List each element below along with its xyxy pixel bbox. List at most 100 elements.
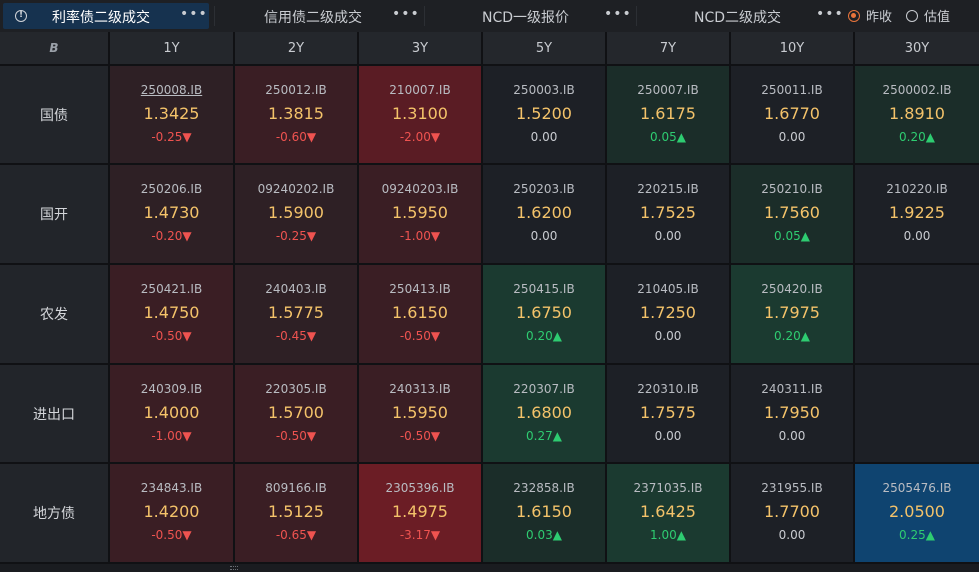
- bond-code[interactable]: 250011.IB: [761, 83, 823, 97]
- quote-cell[interactable]: 250003.IB 1.5200 0.00: [483, 66, 605, 163]
- quote-cell[interactable]: 09240202.IB 1.5900 -0.25▼: [235, 165, 357, 263]
- bond-code[interactable]: 234843.IB: [140, 481, 203, 495]
- info-icon[interactable]: !: [15, 10, 27, 22]
- tab-credit-bond-secondary[interactable]: 信用债二级成交 •••: [214, 3, 420, 29]
- resize-grip-icon[interactable]: [230, 566, 238, 570]
- quote-cell[interactable]: 250420.IB 1.7975 0.20▲: [731, 265, 853, 363]
- radio-valuation[interactable]: [906, 9, 919, 22]
- bond-code[interactable]: 210220.IB: [886, 182, 948, 196]
- bond-code[interactable]: 2500002.IB: [882, 83, 952, 97]
- more-icon[interactable]: •••: [604, 6, 632, 22]
- bond-code[interactable]: 250008.IB: [140, 83, 203, 97]
- yield-value: 1.4200: [143, 502, 200, 521]
- bond-code[interactable]: 231955.IB: [761, 481, 823, 495]
- quote-cell[interactable]: 240309.IB 1.4000 -1.00▼: [110, 365, 233, 462]
- quote-cell[interactable]: 2371035.IB 1.6425 1.00▲: [607, 464, 729, 562]
- bond-code[interactable]: 250210.IB: [761, 182, 823, 196]
- quote-cell[interactable]: 220307.IB 1.6800 0.27▲: [483, 365, 605, 462]
- change-bp: 0.20▲: [483, 329, 605, 343]
- tenor-header-2y[interactable]: 2Y: [235, 32, 357, 64]
- quote-cell[interactable]: 250012.IB 1.3815 -0.60▼: [235, 66, 357, 163]
- quote-cell[interactable]: 250413.IB 1.6150 -0.50▼: [359, 265, 481, 363]
- down-arrow-icon: ▼: [306, 528, 317, 542]
- quote-cell[interactable]: 250203.IB 1.6200 0.00: [483, 165, 605, 263]
- bond-code[interactable]: 09240202.IB: [257, 182, 335, 196]
- change-bp: -0.20▼: [110, 229, 233, 243]
- quote-cell[interactable]: 250210.IB 1.7560 0.05▲: [731, 165, 853, 263]
- quote-cell[interactable]: 250206.IB 1.4730 -0.20▼: [110, 165, 233, 263]
- more-icon[interactable]: •••: [180, 6, 208, 22]
- bond-code[interactable]: 2505476.IB: [882, 481, 952, 495]
- quote-cell[interactable]: 210007.IB 1.3100 -2.00▼: [359, 66, 481, 163]
- bond-code[interactable]: 220305.IB: [265, 382, 327, 396]
- bond-code[interactable]: 220215.IB: [637, 182, 699, 196]
- quote-cell[interactable]: 2500002.IB 1.8910 0.20▲: [855, 66, 979, 163]
- quote-cell[interactable]: 210220.IB 1.9225 0.00: [855, 165, 979, 263]
- bond-code[interactable]: 250421.IB: [140, 282, 203, 296]
- more-icon[interactable]: •••: [816, 6, 844, 22]
- bond-code[interactable]: 250003.IB: [513, 83, 575, 97]
- yield-value: 1.3100: [392, 104, 448, 123]
- quote-cell[interactable]: 809166.IB 1.5125 -0.65▼: [235, 464, 357, 562]
- quote-cell[interactable]: 231955.IB 1.7700 0.00: [731, 464, 853, 562]
- quote-cell[interactable]: 250415.IB 1.6750 0.20▲: [483, 265, 605, 363]
- yield-value: 1.7975: [764, 303, 820, 322]
- quote-cell[interactable]: 240313.IB 1.5950 -0.50▼: [359, 365, 481, 462]
- down-arrow-icon: ▼: [430, 130, 441, 144]
- bond-code[interactable]: 250012.IB: [265, 83, 327, 97]
- bond-code[interactable]: 09240203.IB: [381, 182, 459, 196]
- quote-cell[interactable]: 240311.IB 1.7950 0.00: [731, 365, 853, 462]
- quote-cell[interactable]: 210405.IB 1.7250 0.00: [607, 265, 729, 363]
- bond-code[interactable]: 210405.IB: [637, 282, 699, 296]
- tab-rate-bond-secondary[interactable]: ! 利率债二级成交 •••: [3, 3, 209, 29]
- tenor-header-3y[interactable]: 3Y: [359, 32, 481, 64]
- quote-cell[interactable]: 232858.IB 1.6150 0.03▲: [483, 464, 605, 562]
- row-label: 国开: [0, 165, 108, 263]
- tenor-header-10y[interactable]: 10Y: [731, 32, 853, 64]
- quote-cell[interactable]: 220215.IB 1.7525 0.00: [607, 165, 729, 263]
- bond-code[interactable]: 250413.IB: [389, 282, 451, 296]
- bond-code[interactable]: 250007.IB: [637, 83, 699, 97]
- quote-cell[interactable]: 250007.IB 1.6175 0.05▲: [607, 66, 729, 163]
- change-value: 0.00: [530, 130, 558, 144]
- radio-valuation-label[interactable]: 估值: [924, 10, 951, 25]
- bond-code[interactable]: 2371035.IB: [633, 481, 703, 495]
- resize-bar[interactable]: [0, 564, 979, 572]
- quote-cell[interactable]: 2305396.IB 1.4975 -3.17▼: [359, 464, 481, 562]
- radio-prev-close[interactable]: [848, 9, 860, 22]
- quote-cell[interactable]: 250011.IB 1.6770 0.00: [731, 66, 853, 163]
- bond-code[interactable]: 250203.IB: [513, 182, 575, 196]
- quote-cell[interactable]: 09240203.IB 1.5950 -1.00▼: [359, 165, 481, 263]
- bond-code[interactable]: 809166.IB: [265, 481, 327, 495]
- bond-code[interactable]: 220307.IB: [513, 382, 575, 396]
- bond-code[interactable]: 250206.IB: [140, 182, 203, 196]
- tenor-header-5y[interactable]: 5Y: [483, 32, 605, 64]
- quote-cell[interactable]: 240403.IB 1.5775 -0.45▼: [235, 265, 357, 363]
- quote-cell[interactable]: 234843.IB 1.4200 -0.50▼: [110, 464, 233, 562]
- quote-cell[interactable]: 250008.IB 1.3425 -0.25▼: [110, 66, 233, 163]
- bond-code[interactable]: 250415.IB: [513, 282, 575, 296]
- bond-code[interactable]: 240313.IB: [389, 382, 451, 396]
- tab-ncd-secondary[interactable]: NCD二级成交 •••: [636, 3, 844, 29]
- up-arrow-icon: ▲: [800, 329, 810, 343]
- bond-code[interactable]: 2305396.IB: [385, 481, 455, 495]
- bond-code[interactable]: 240403.IB: [265, 282, 327, 296]
- tenor-header-30y[interactable]: 30Y: [855, 32, 979, 64]
- bond-code[interactable]: 240309.IB: [140, 382, 203, 396]
- quote-cell[interactable]: 250421.IB 1.4750 -0.50▼: [110, 265, 233, 363]
- empty-cell: [855, 265, 979, 363]
- tab-ncd-primary-quote[interactable]: NCD一级报价 •••: [424, 3, 634, 29]
- quote-cell[interactable]: 220305.IB 1.5700 -0.50▼: [235, 365, 357, 462]
- bond-code[interactable]: 210007.IB: [389, 83, 451, 97]
- quote-cell[interactable]: 2505476.IB 2.0500 0.25▲: [855, 464, 979, 562]
- tenor-header-1y[interactable]: 1Y: [110, 32, 233, 64]
- up-arrow-icon: ▲: [800, 229, 810, 243]
- bond-code[interactable]: 220310.IB: [637, 382, 699, 396]
- tenor-header-7y[interactable]: 7Y: [607, 32, 729, 64]
- radio-prev-close-label[interactable]: 昨收: [866, 10, 893, 25]
- more-icon[interactable]: •••: [392, 6, 420, 22]
- bond-code[interactable]: 232858.IB: [513, 481, 575, 495]
- bond-code[interactable]: 240311.IB: [761, 382, 823, 396]
- quote-cell[interactable]: 220310.IB 1.7575 0.00: [607, 365, 729, 462]
- bond-code[interactable]: 250420.IB: [761, 282, 823, 296]
